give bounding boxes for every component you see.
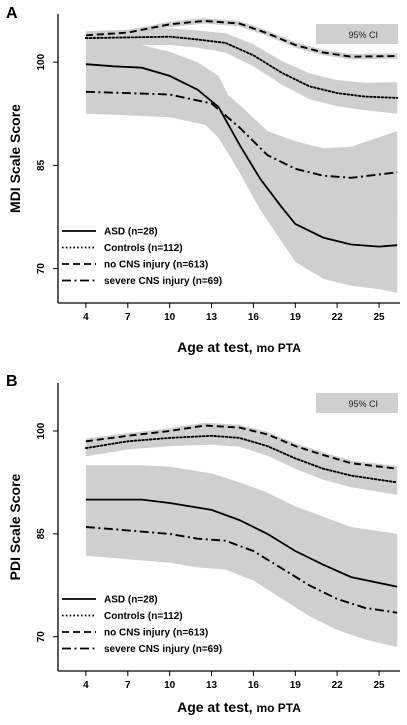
ci-band-asd — [85, 42, 398, 293]
panel-letter-a: A — [6, 5, 18, 22]
series-line-asd — [85, 63, 398, 248]
x-tick-label: 4 — [83, 312, 89, 323]
x-tick-label: 22 — [332, 312, 344, 323]
series-line-no-cns-injury — [85, 424, 398, 470]
series-line-severe-cns-injury — [85, 526, 398, 614]
series-lines — [84, 19, 399, 248]
legend: ASD (n=28) Controls (n=112) no CNS injury … — [62, 595, 222, 655]
y-tick-label: 85 — [36, 159, 47, 171]
series-lines — [84, 424, 399, 614]
x-tick-label: 25 — [373, 312, 385, 323]
legend-label-no-cns-injury: no CNS injury (n=613) — [104, 260, 208, 271]
y-axis-title: MDI Scale Score — [7, 104, 23, 213]
series-line-severe-cns-injury — [85, 90, 398, 179]
y-tick-label: 100 — [36, 422, 47, 439]
x-tick-label: 19 — [290, 680, 302, 691]
x-tick-label: 25 — [373, 680, 385, 691]
x-axis-title: Age at test, mo PTA — [177, 699, 301, 715]
ci-legend: 95% CI — [316, 24, 398, 44]
x-axis-title-main: Age at test, — [177, 339, 256, 355]
ci-legend-label: 95% CI — [348, 30, 378, 40]
panel-letter-b: B — [6, 373, 18, 390]
legend-label-severe-cns-injury: severe CNS injury (n=69) — [104, 276, 222, 287]
legend-label-asd: ASD (n=28) — [104, 227, 158, 238]
ci-band-severe-cns-injury — [85, 69, 398, 214]
y-tick-label: 70 — [36, 631, 47, 643]
ci-band-severe-cns-injury — [85, 498, 398, 647]
x-axis-title: Age at test, mo PTA — [177, 339, 301, 355]
panel-a: A 4 7 10 13 16 19 22 25 70 85 100 MDI Scale Score Ag… — [6, 5, 400, 355]
legend-label-no-cns-injury: no CNS injury (n=613) — [104, 628, 208, 639]
ci-legend-label: 95% CI — [348, 399, 378, 409]
ci-legend-swatch — [316, 393, 398, 413]
ci-band-no-cns-injury — [85, 422, 398, 472]
series-line-controls — [84, 35, 399, 99]
x-tick-label: 22 — [332, 680, 344, 691]
x-tick-label: 7 — [125, 680, 131, 691]
x-tick-label: 16 — [248, 312, 260, 323]
panel-b: B 4 7 10 13 16 19 22 25 70 85 100 PDI Scale Score Ag… — [6, 373, 400, 715]
y-tick-label: 85 — [36, 528, 47, 540]
x-tick-label: 19 — [290, 312, 302, 323]
ci-legend-swatch — [316, 24, 398, 44]
ci-band-controls — [85, 28, 398, 114]
ci-legend: 95% CI — [316, 393, 398, 413]
x-tick-label: 13 — [206, 312, 218, 323]
y-axis-title: PDI Scale Score — [7, 473, 23, 580]
series-line-asd — [85, 498, 398, 588]
ci-bands — [85, 422, 398, 647]
x-axis-title-unit: mo PTA — [256, 341, 301, 355]
x-tick-label: 10 — [164, 312, 176, 323]
x-tick-label: 4 — [83, 680, 89, 691]
legend-label-severe-cns-injury: severe CNS injury (n=69) — [104, 644, 222, 655]
y-tick-label: 100 — [36, 53, 47, 70]
series-line-no-cns-injury — [85, 19, 398, 58]
ci-bands — [85, 18, 398, 293]
legend: ASD (n=28) Controls (n=112) no CNS injury … — [62, 227, 222, 287]
legend-label-asd: ASD (n=28) — [104, 595, 158, 606]
ci-band-no-cns-injury — [85, 18, 398, 60]
legend-label-controls: Controls (n=112) — [104, 611, 183, 622]
x-tick-label: 13 — [206, 680, 218, 691]
legend-label-controls: Controls (n=112) — [104, 243, 183, 254]
ci-band-controls — [85, 426, 398, 495]
x-tick-label: 16 — [248, 680, 260, 691]
x-axis-title-main: Age at test, — [177, 699, 256, 715]
x-axis-title-unit: mo PTA — [256, 701, 301, 715]
x-tick-label: 7 — [125, 312, 131, 323]
series-line-controls — [84, 434, 399, 484]
y-tick-label: 70 — [36, 263, 47, 275]
x-tick-label: 10 — [164, 680, 176, 691]
